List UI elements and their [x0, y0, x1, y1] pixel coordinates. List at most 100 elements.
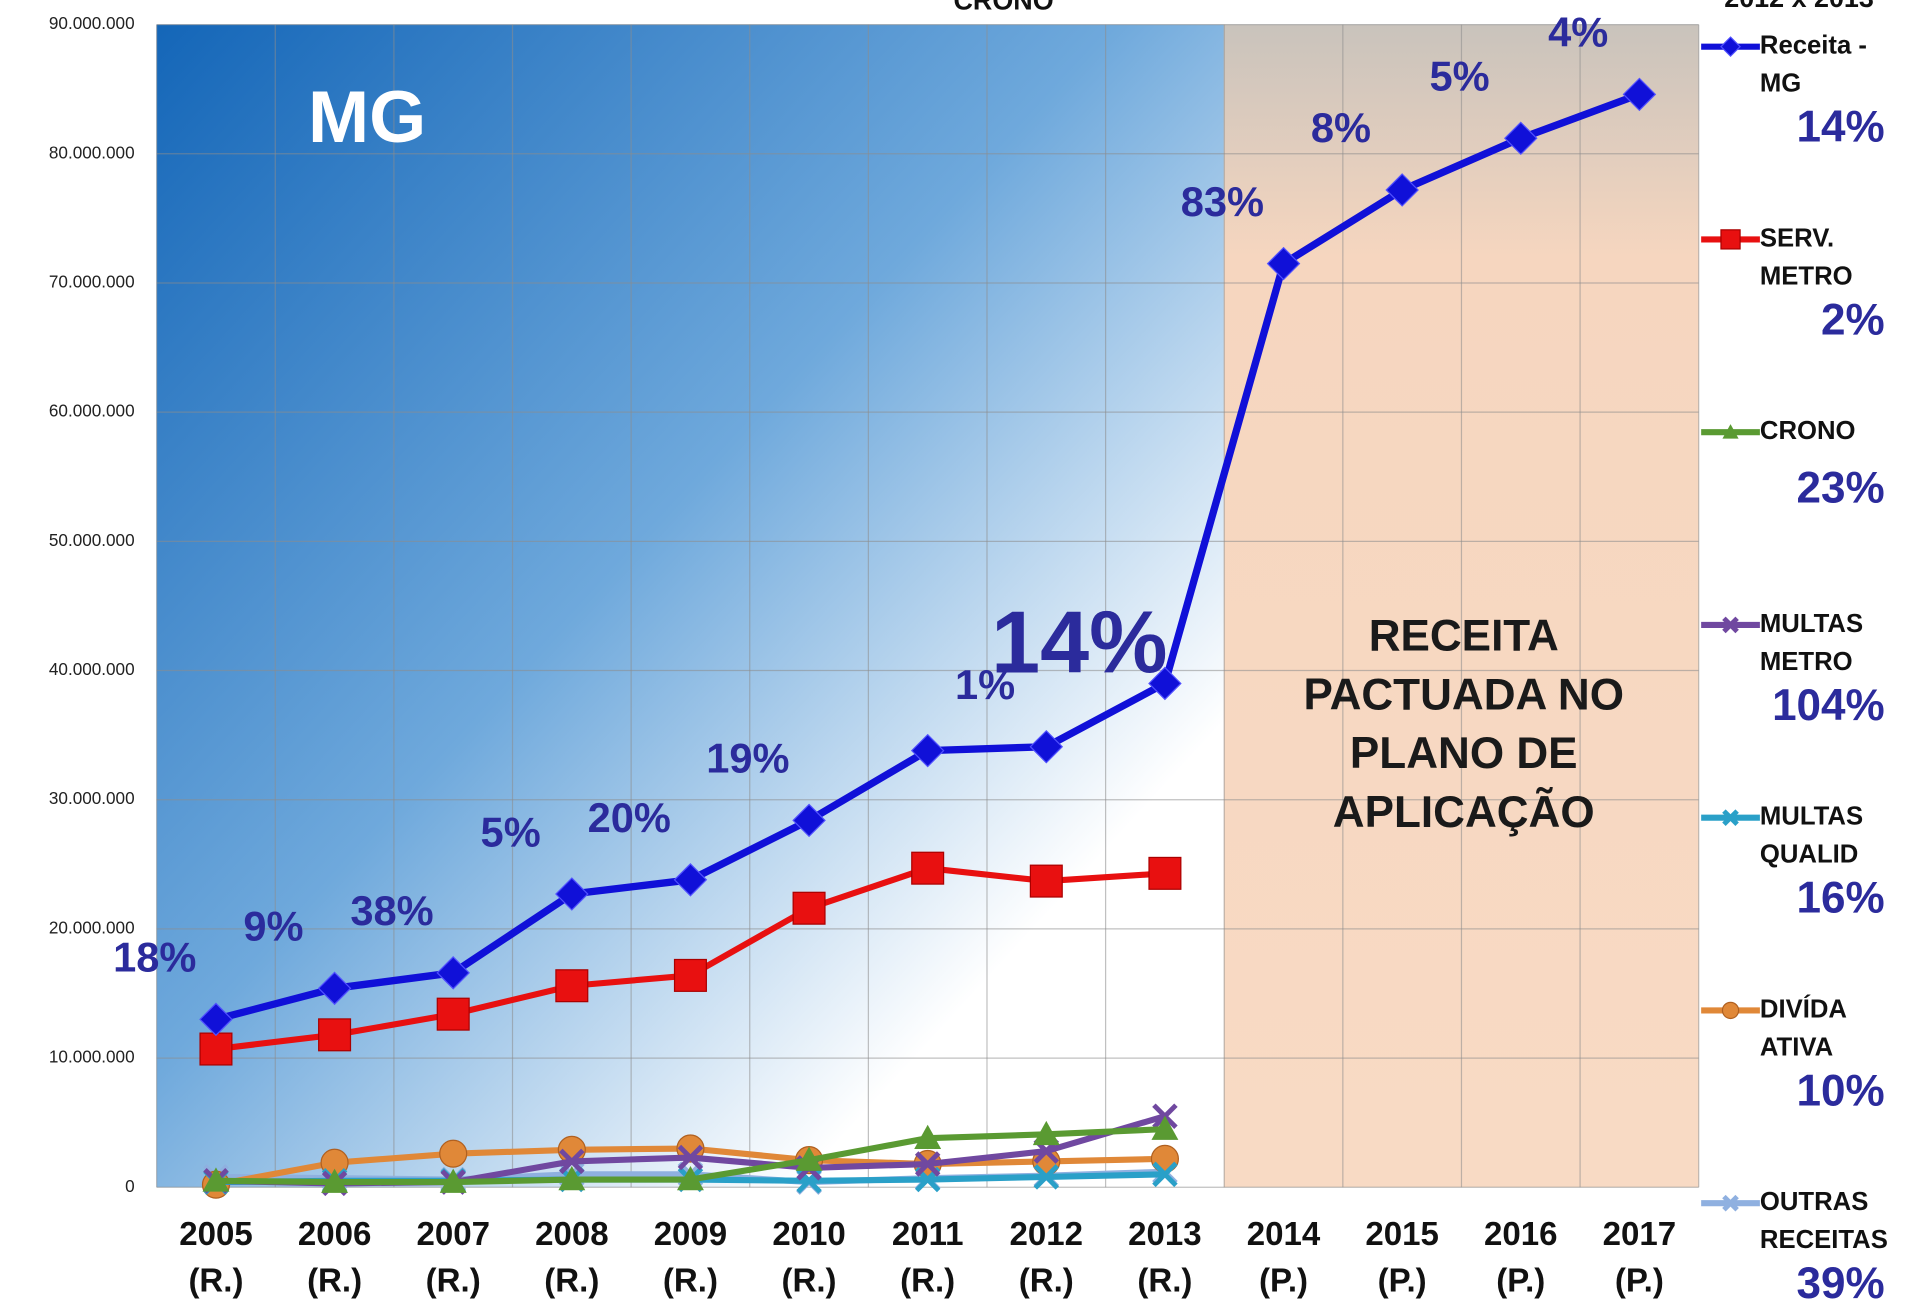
y-tick-label: 10.000.000 [49, 1047, 135, 1067]
growth-label: 4% [1548, 9, 1608, 56]
marker [558, 1166, 586, 1191]
marker [1148, 666, 1182, 701]
marker [910, 733, 945, 768]
projection-note: APLICAÇÃO [1333, 787, 1595, 837]
marker [1720, 36, 1741, 58]
y-tick-label: 30.000.000 [49, 788, 135, 808]
growth-label: 1% [955, 661, 1015, 708]
marker [673, 958, 707, 992]
growth-label: 9% [243, 903, 303, 950]
marker [439, 1139, 468, 1168]
projection-note: PACTUADA NO [1303, 670, 1624, 719]
y-tick-label: 60.000.000 [49, 401, 135, 421]
y-tick-label: 50.000.000 [49, 530, 135, 550]
legend-growth: 16% [1797, 874, 1885, 923]
x-tick-label: 2006 (R.) [298, 1216, 371, 1300]
legend-growth: 10% [1797, 1066, 1885, 1115]
legend-title: 2012 x 2013 [1724, 0, 1874, 13]
projection-note: RECEITA [1369, 612, 1559, 661]
growth-label: 8% [1311, 104, 1371, 151]
marker [439, 1168, 467, 1193]
legend-label: CRONO [1760, 417, 1856, 445]
growth-label: 18% [113, 934, 196, 981]
x-tick-label: 2013 (R.) [1128, 1216, 1201, 1300]
growth-label: 20% [588, 794, 671, 841]
marker [914, 1124, 942, 1149]
y-tick-label: 0 [125, 1176, 135, 1196]
marker [317, 971, 352, 1006]
marker [1029, 864, 1063, 898]
marker [199, 1002, 233, 1037]
marker [1032, 1120, 1060, 1146]
marker [1721, 1001, 1740, 1020]
legend-growth: 2% [1821, 295, 1885, 344]
x-tick-label: 2005 (R.) [179, 1216, 252, 1300]
marker [1504, 121, 1538, 156]
legend-label: MULTAS QUALID [1760, 802, 1863, 868]
marker [321, 1168, 349, 1193]
growth-label: 5% [1430, 53, 1490, 100]
growth-label: 19% [706, 735, 789, 782]
projection-note: PLANO DE [1350, 729, 1578, 778]
y-tick-label: 40.000.000 [49, 659, 135, 679]
series: 18% 9% 38% 5% 20% 19% 1%14% 83% 8% 5% 4% [113, 9, 1657, 1037]
growth-label: 38% [350, 887, 433, 934]
legend-growth: 104% [1772, 681, 1885, 730]
legend-growth: 14% [1797, 102, 1885, 151]
x-tick-label: 2015 (P.) [1365, 1216, 1438, 1300]
marker [1033, 1164, 1060, 1190]
marker [1722, 424, 1739, 439]
legend-growth: 39% [1797, 1259, 1885, 1308]
y-tick-label: 70.000.000 [49, 272, 135, 292]
legend-label: SERV. METRO [1760, 224, 1853, 290]
marker [673, 863, 708, 897]
growth-label: 83% [1181, 178, 1264, 225]
legend-label: Receita -MG [1760, 31, 1867, 97]
marker [436, 997, 470, 1031]
legend-growth: 23% [1797, 464, 1885, 513]
marker [792, 803, 826, 838]
x-tick-label: 2007 (R.) [416, 1216, 489, 1300]
marker [1266, 246, 1301, 281]
legend-label: DIVÍDA ATIVA [1760, 994, 1847, 1061]
marker [911, 851, 945, 885]
series [202, 1115, 1179, 1193]
y-tick-label: 80.000.000 [49, 142, 135, 162]
marker [436, 956, 470, 990]
x-tick-label: 2009 (R.) [654, 1216, 727, 1300]
growth-label: 14% [991, 592, 1167, 691]
marker [792, 891, 826, 925]
marker [555, 969, 589, 1003]
region-label: MG [308, 76, 426, 158]
x-tick-label: 2010 (R.) [772, 1216, 845, 1300]
x-tick-label: 2012 (R.) [1010, 1216, 1083, 1300]
marker [318, 1018, 352, 1052]
y-tick-label: 20.000.000 [49, 917, 135, 937]
marker [1720, 229, 1741, 250]
y-tick-label: 90.000.000 [49, 13, 135, 33]
x-tick-label: 2011 (R.) [892, 1216, 964, 1300]
chart-title: CRONO [953, 0, 1053, 16]
marker [1722, 616, 1739, 634]
legend: Receita -MG 14% SERV. METRO 2% CRONO 23% MULTAS… [1701, 31, 1888, 1308]
x-tick-label: 2014 (P.) [1247, 1216, 1321, 1300]
x-tick-label: 2008 (R.) [535, 1216, 608, 1300]
marker [1385, 173, 1419, 207]
growth-label: 5% [481, 808, 541, 855]
x-tick-label: 2017 (P.) [1603, 1216, 1676, 1300]
marker [1622, 77, 1657, 112]
marker [202, 1167, 230, 1192]
series [199, 851, 1182, 1066]
legend-label: OUTRAS RECEITAS [1760, 1188, 1888, 1254]
marker [555, 877, 589, 911]
marker [1148, 856, 1182, 890]
marker [676, 1166, 704, 1191]
marker [1722, 1194, 1739, 1212]
legend-label: MULTAS METRO [1760, 610, 1863, 676]
marker [1722, 809, 1739, 826]
marker [795, 1146, 823, 1171]
marker [1152, 1161, 1178, 1188]
x-tick-label: 2016 (P.) [1484, 1216, 1557, 1300]
marker [199, 1032, 233, 1066]
